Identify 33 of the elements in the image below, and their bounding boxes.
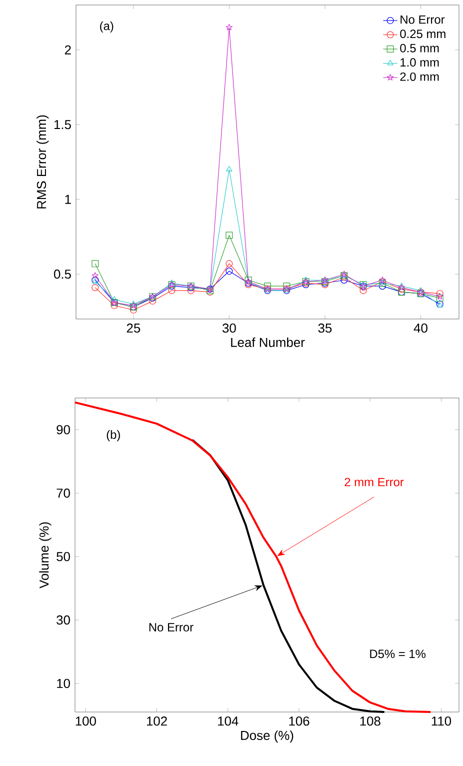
y-tick-label: 1 (65, 194, 71, 204)
y-tick-label: 30 (56, 615, 70, 625)
x-tick-label: 110 (432, 716, 452, 726)
text: No Error (149, 623, 194, 632)
x-tick-label: 40 (414, 324, 428, 333)
x-tick-label: 108 (360, 716, 380, 726)
x-tick-label: 100 (76, 716, 96, 726)
x-tick-label: 104 (218, 716, 238, 726)
x-tick-label: 106 (289, 716, 310, 726)
legend-label: 2.0 mm (400, 72, 439, 81)
y-tick-label: 2 (64, 45, 71, 54)
y-tick-label: 90 (56, 425, 70, 434)
y-axis-title: Volume (%) (39, 522, 52, 588)
x-tick-label: 35 (318, 324, 332, 333)
y-axis-title: RMS Error (mm) (36, 115, 49, 208)
y-tick-label: 50 (56, 552, 70, 562)
legend-label: 1.0 mm (400, 58, 439, 67)
annotation: D5% = 1% (370, 650, 426, 658)
y-tick-label: 10 (57, 678, 70, 688)
y-tick-label: 70 (56, 488, 70, 498)
legend-label: No Error (400, 15, 445, 24)
legend-label: 0.5 mm (400, 44, 439, 52)
x-tick-label: 25 (126, 324, 140, 333)
y-tick-label: 0.5 (54, 270, 71, 279)
x-axis-title: Dose (%) (241, 730, 294, 743)
legend-label: 0.25 mm (400, 30, 446, 38)
text: 2 mm Error (344, 478, 404, 486)
annotation: (b) (106, 430, 120, 442)
x-axis-title: Leaf Number (231, 338, 305, 348)
y-tick-label: 1.5 (54, 120, 71, 130)
x-tick-label: 30 (222, 324, 236, 333)
x-tick-label: 102 (146, 716, 167, 726)
annotation: (a) (100, 21, 114, 33)
